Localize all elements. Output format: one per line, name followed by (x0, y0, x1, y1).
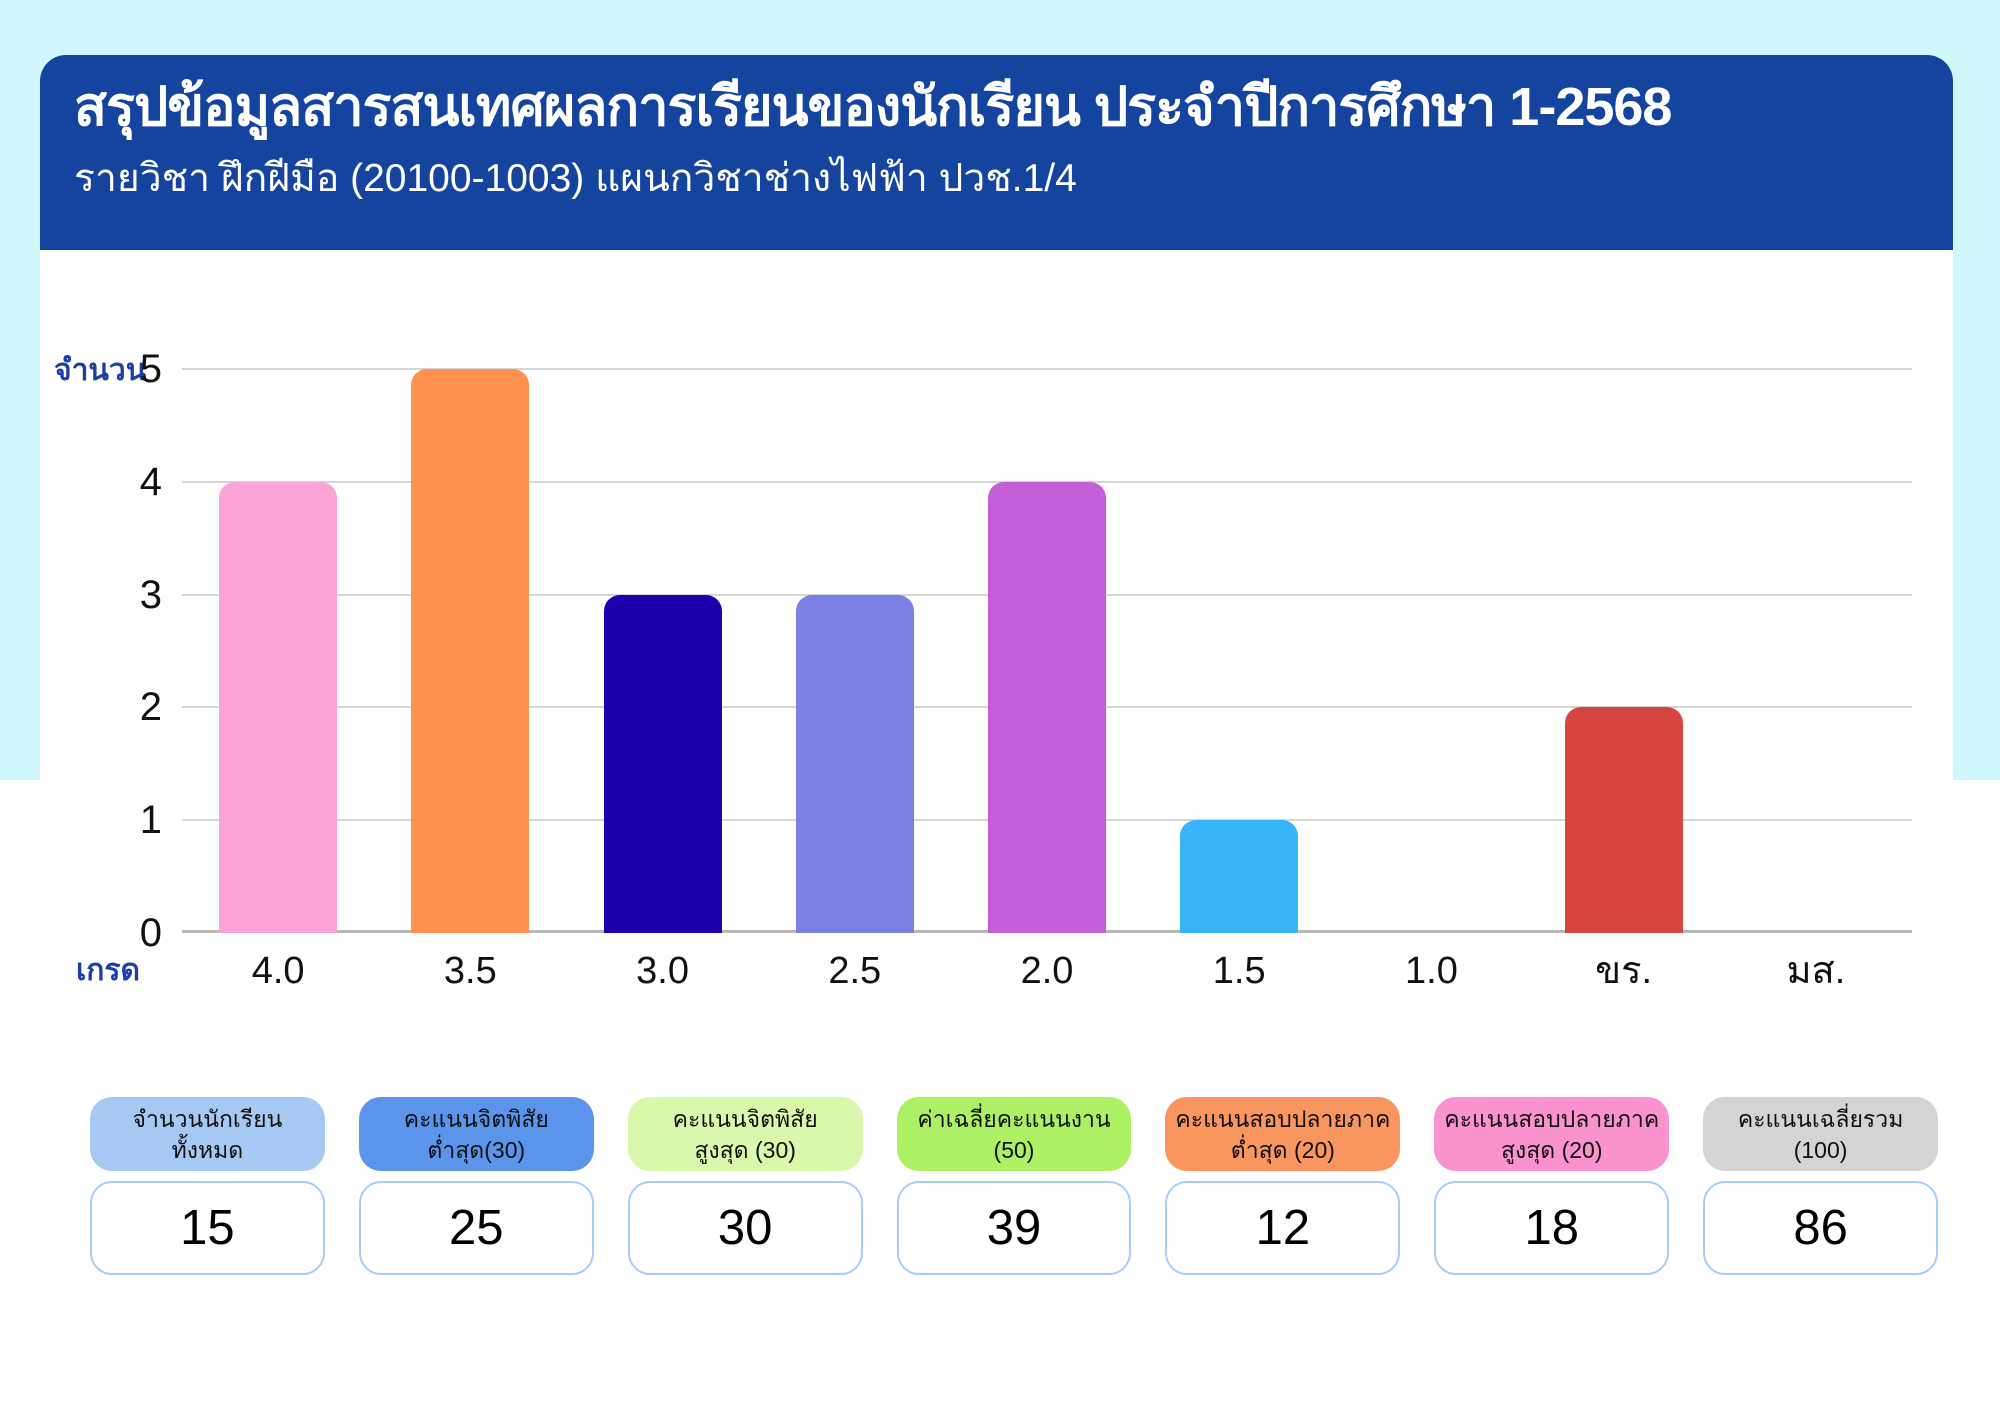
stat-card-label: คะแนนสอบปลายภาค ต่ำสุด (20) (1165, 1097, 1401, 1171)
stat-card-label: คะแนนจิตพิสัย ต่ำสุด(30) (358, 1097, 594, 1171)
x-tick-label-มส.: มส. (1786, 950, 1846, 992)
x-tick-label-3.5: 3.5 (443, 950, 497, 992)
bar-grade-2.0 (988, 481, 1106, 933)
stat-card-1: คะแนนจิตพิสัย ต่ำสุด(30) 25 (358, 1097, 594, 1275)
y-tick-label: 1 (139, 798, 162, 843)
stat-card-2: คะแนนจิตพิสัย สูงสุด (30) 30 (627, 1097, 863, 1275)
bar-grade-3.0 (603, 594, 722, 933)
stat-card-value: 15 (90, 1181, 325, 1275)
stat-card-value: 18 (1434, 1181, 1670, 1275)
summary-stats-row: จำนวนนักเรียน ทั้งหมด 15 คะแนนจิตพิสัย ต่ำสุ… (90, 1097, 1939, 1275)
grade-bar-chart (182, 368, 1912, 933)
stat-card-3: ค่าเฉลี่ยคะแนนงาน (50) 39 (896, 1097, 1132, 1275)
stat-card-label: คะแนนเฉลี่ยรวม (100) (1703, 1097, 1939, 1171)
stat-card-4: คะแนนสอบปลายภาค ต่ำสุด (20) 12 (1165, 1097, 1401, 1275)
x-tick-label-1.5: 1.5 (1212, 950, 1266, 992)
stat-card-5: คะแนนสอบปลายภาค สูงสุด (20) 18 (1434, 1097, 1670, 1275)
stat-card-value: 86 (1703, 1181, 1939, 1275)
bar-grade-4.0 (219, 481, 338, 933)
x-tick-label-3.0: 3.0 (636, 950, 689, 992)
x-tick-label-4.0: 4.0 (251, 950, 305, 992)
x-tick-label-2.5: 2.5 (828, 950, 882, 992)
bar-grade-3.5 (411, 369, 530, 933)
gridline (182, 368, 1912, 370)
bar-grade-1.5 (1180, 820, 1299, 933)
stat-card-label: ค่าเฉลี่ยคะแนนงาน (50) (896, 1097, 1132, 1171)
x-tick-label-2.0: 2.0 (1020, 950, 1074, 992)
stat-card-value: 25 (358, 1181, 594, 1275)
y-tick-label: 0 (139, 911, 162, 955)
stat-card-6: คะแนนเฉลี่ยรวม (100) 86 (1703, 1097, 1939, 1275)
gridline (182, 480, 1912, 483)
report-header: สรุปข้อมูลสารสนเทศผลการเรียนของนักเรียน … (40, 55, 1953, 250)
bar-grade-ขร. (1564, 707, 1683, 933)
stat-card-label: จำนวนนักเรียน ทั้งหมด (90, 1097, 325, 1171)
stat-card-0: จำนวนนักเรียน ทั้งหมด 15 (90, 1097, 325, 1275)
y-tick-label: 2 (139, 685, 162, 730)
stat-card-label: คะแนนสอบปลายภาค สูงสุด (20) (1434, 1097, 1670, 1171)
y-tick-label: 3 (139, 572, 162, 617)
x-tick-label-1.0: 1.0 (1405, 950, 1458, 992)
y-axis-title: จำนวน (54, 354, 147, 387)
report-card: สรุปข้อมูลสารสนเทศผลการเรียนของนักเรียน … (40, 55, 1953, 1325)
x-tick-label-ขร.: ขร. (1595, 950, 1653, 992)
stat-card-value: 12 (1165, 1181, 1401, 1275)
report-subtitle: รายวิชา ฝึกฝีมือ (20100-1003) แผนกวิชาช่… (74, 157, 1077, 201)
x-axis-title: เกรด (76, 954, 141, 987)
report-title: สรุปข้อมูลสารสนเทศผลการเรียนของนักเรียน … (74, 77, 1672, 137)
stat-card-label: คะแนนจิตพิสัย สูงสุด (30) (627, 1097, 863, 1171)
y-tick-label: 4 (139, 459, 162, 504)
stat-card-value: 39 (896, 1181, 1132, 1275)
bar-grade-2.5 (795, 594, 914, 933)
y-tick-label: 5 (139, 347, 162, 391)
stat-card-value: 30 (627, 1181, 863, 1275)
